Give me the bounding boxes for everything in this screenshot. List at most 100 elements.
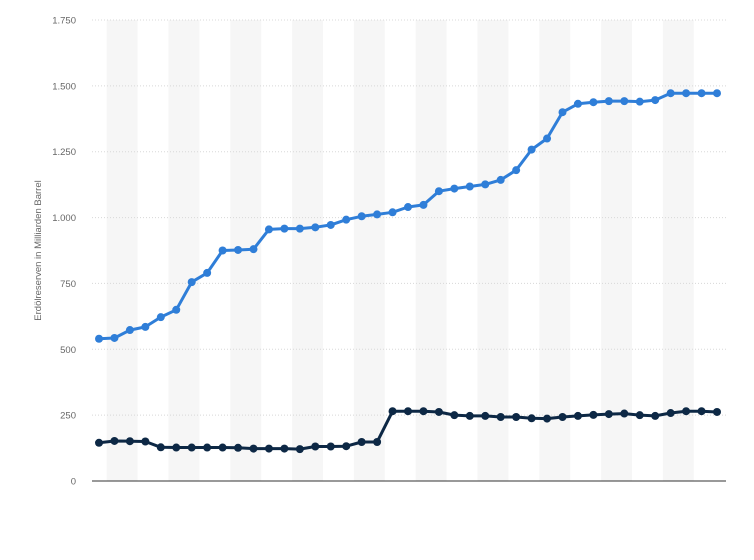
data-point (156, 443, 165, 452)
data-point (419, 407, 428, 416)
data-point (589, 410, 598, 419)
data-point (156, 313, 165, 322)
y-tick-label: 1.000 (52, 213, 76, 224)
data-point (203, 443, 212, 452)
background-band (662, 20, 694, 481)
data-point (388, 407, 397, 416)
series-2 (95, 407, 721, 454)
data-point (203, 268, 212, 277)
background-band (539, 20, 571, 481)
data-point (264, 225, 273, 234)
y-tick-label: 1.500 (52, 81, 76, 92)
data-point (357, 212, 366, 221)
background-bands (106, 20, 694, 481)
data-point (311, 442, 320, 451)
background-band (106, 20, 138, 481)
data-point (311, 223, 320, 232)
data-point (620, 97, 629, 106)
background-band (415, 20, 447, 481)
data-point (666, 409, 675, 418)
data-point (697, 89, 706, 98)
data-point (187, 443, 196, 452)
background-band (292, 20, 324, 481)
data-point (234, 443, 243, 452)
data-point (713, 407, 721, 416)
data-point (558, 108, 567, 117)
data-point (450, 411, 459, 420)
data-point (249, 245, 258, 254)
data-point (172, 305, 181, 314)
data-point (234, 245, 243, 254)
data-point (141, 437, 150, 446)
data-point (682, 89, 691, 98)
data-point (110, 436, 119, 445)
data-point (419, 200, 428, 209)
data-point (604, 97, 613, 106)
data-point (481, 411, 490, 420)
data-point (666, 89, 675, 98)
data-point (450, 184, 459, 193)
data-point (388, 208, 397, 217)
y-tick-label: 1.750 (52, 16, 76, 27)
data-point (697, 407, 706, 416)
y-tick-label: 750 (60, 279, 76, 290)
data-point (635, 97, 644, 106)
data-point (465, 182, 474, 191)
background-band (168, 20, 200, 481)
data-point (172, 443, 181, 452)
data-point (264, 444, 273, 453)
background-band (353, 20, 385, 481)
data-point (481, 180, 490, 189)
data-point (434, 407, 443, 416)
data-point (573, 99, 582, 108)
data-point (620, 409, 629, 418)
data-point (95, 334, 103, 343)
data-point (527, 414, 536, 423)
data-point (512, 412, 521, 421)
data-point (110, 333, 119, 342)
data-point (434, 187, 443, 196)
data-point (682, 407, 691, 416)
series-1 (95, 89, 721, 343)
data-point (573, 411, 582, 420)
data-point (357, 438, 366, 447)
data-point (404, 407, 412, 416)
data-point (342, 215, 351, 224)
data-point (543, 414, 552, 423)
y-tick-label: 0 (71, 477, 76, 488)
y-tick-label: 250 (60, 411, 76, 422)
data-point (141, 322, 150, 331)
data-point (651, 96, 660, 105)
data-point (295, 224, 304, 233)
data-point (404, 203, 412, 212)
data-point (496, 412, 505, 421)
data-point (465, 411, 474, 420)
y-tick-label: 1.250 (52, 147, 76, 158)
data-point (125, 326, 134, 335)
data-point (280, 444, 289, 453)
data-point (558, 412, 567, 421)
data-point (280, 224, 289, 233)
data-point (589, 98, 598, 107)
series-group (95, 89, 721, 454)
data-point (342, 442, 351, 451)
y-tick-label: 500 (60, 345, 76, 356)
background-band (601, 20, 633, 481)
data-point (249, 444, 258, 453)
data-point (187, 278, 196, 287)
data-point (512, 166, 521, 175)
data-point (218, 246, 227, 255)
data-point (326, 220, 335, 229)
data-point (527, 145, 536, 154)
data-point (713, 89, 721, 98)
data-point (543, 134, 552, 143)
data-point (651, 411, 660, 420)
data-point (125, 437, 134, 446)
data-point (218, 443, 227, 452)
data-point (635, 411, 644, 420)
y-axis-ticks: 0 250 500 750 1.000 1.250 1.500 1.750 (52, 16, 76, 488)
data-point (95, 438, 103, 447)
data-point (604, 410, 613, 419)
data-point (373, 438, 382, 447)
